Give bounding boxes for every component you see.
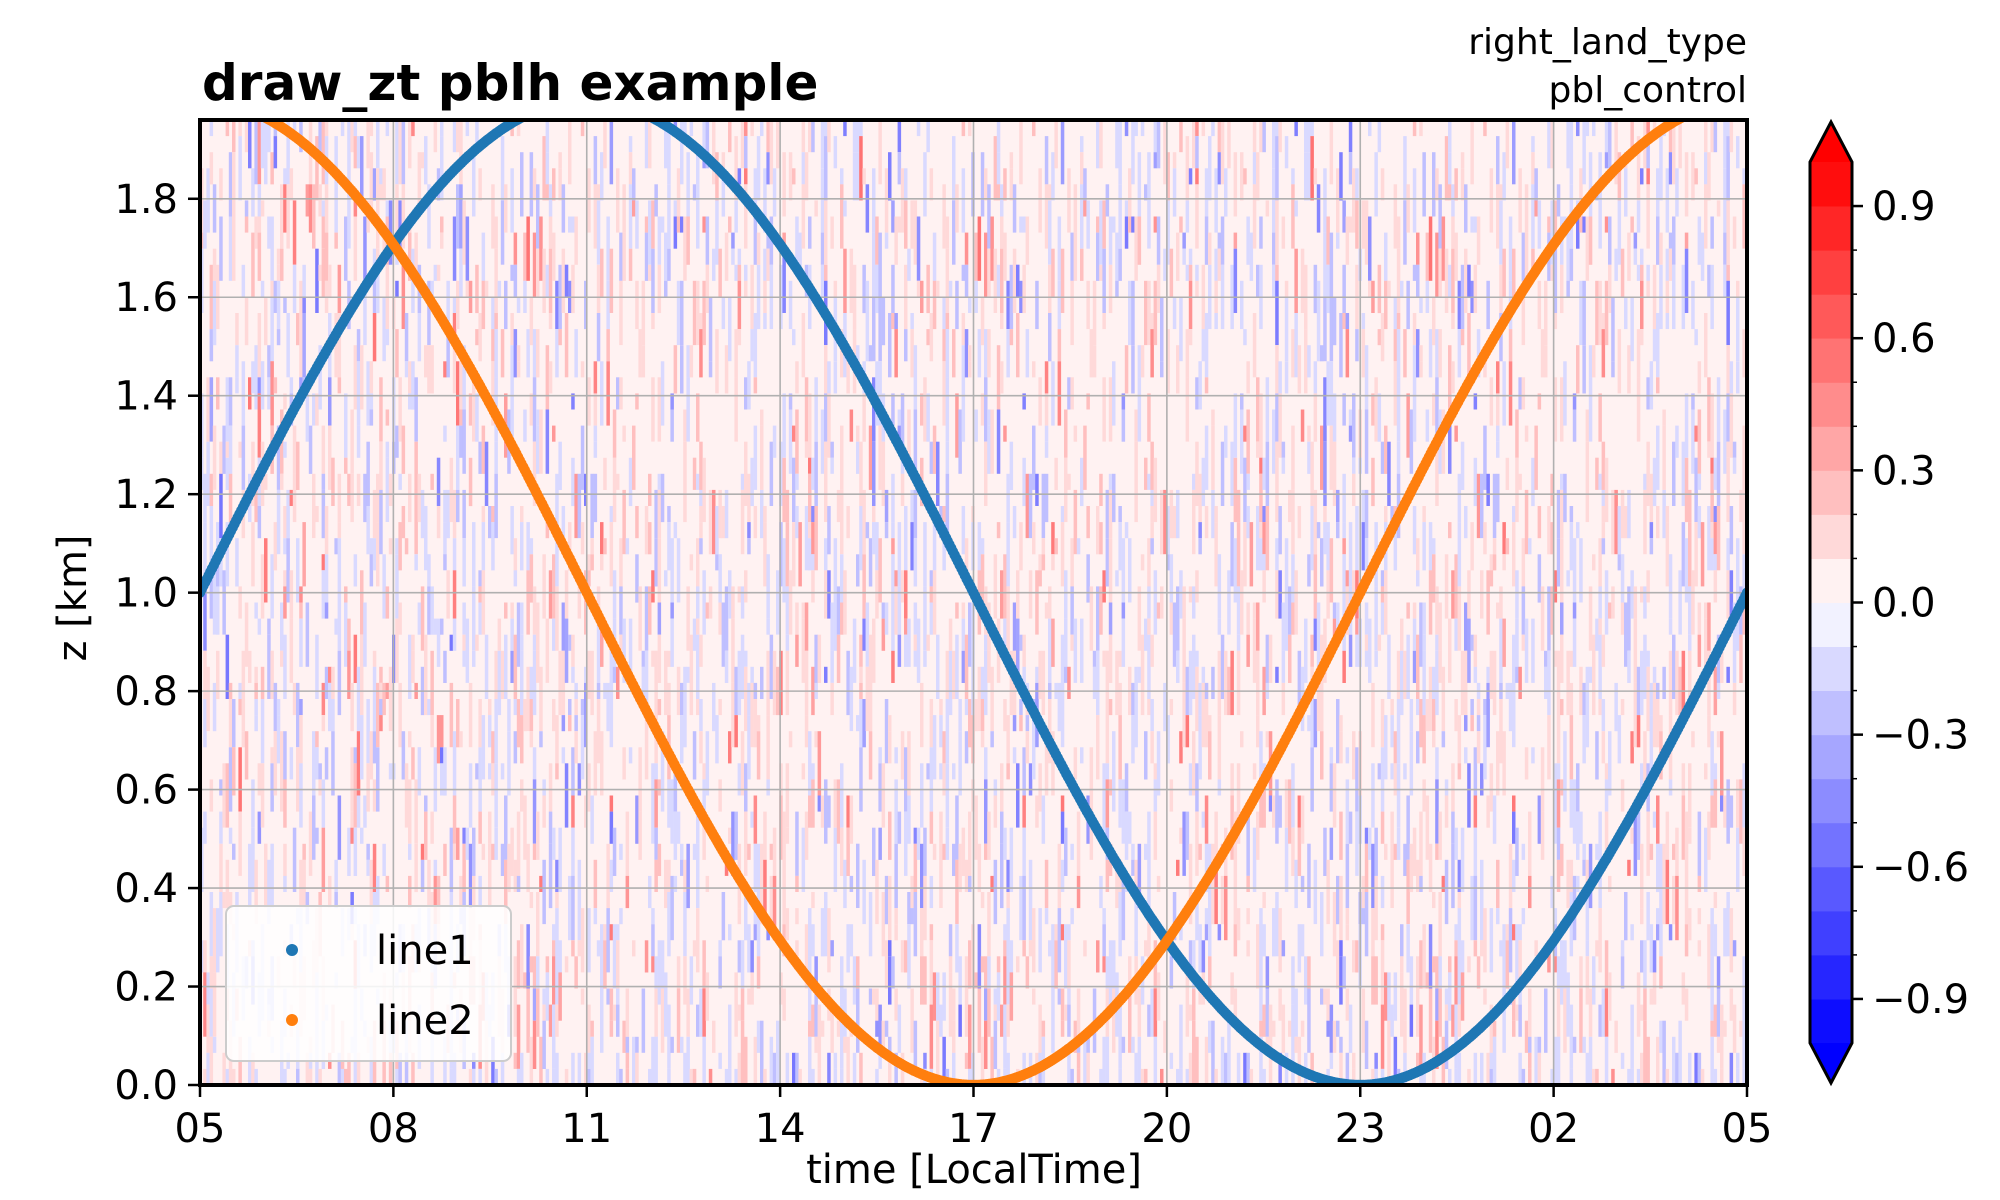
series-line2 [258, 120, 1689, 1085]
colorbar-tick-label: 0.0 [1872, 581, 1936, 627]
colorbar-level [1810, 294, 1852, 339]
colorbar-tick-label: −0.9 [1872, 977, 1969, 1023]
x-axis-ticks: 05 08 11 14 17 20 23 02 05 [175, 1085, 1773, 1152]
y-tick-label: 0.0 [114, 1063, 178, 1109]
x-tick-label: 17 [948, 1106, 999, 1152]
legend-label-line2: line2 [376, 998, 474, 1044]
y-tick-label: 1.6 [114, 275, 178, 321]
legend-marker-line2 [286, 1014, 298, 1026]
y-tick-label: 0.2 [114, 965, 178, 1011]
y-tick-label: 1.8 [114, 177, 178, 223]
colorbar-tick-label: 0.9 [1872, 184, 1936, 230]
y-tick-label: 1.2 [114, 472, 178, 518]
y-tick-label: 0.6 [114, 768, 178, 814]
colorbar-level [1810, 778, 1852, 824]
colorbar-level [1810, 910, 1852, 956]
colorbar-level [1810, 470, 1852, 515]
series-layer [200, 120, 1747, 1085]
colorbar-level [1810, 206, 1852, 251]
colorbar-level [1810, 382, 1852, 427]
x-tick-label: 11 [561, 1106, 612, 1152]
colorbar-extend-min [1810, 1043, 1852, 1083]
colorbar-level [1810, 646, 1852, 691]
colorbar-tick-label: 0.3 [1872, 448, 1936, 494]
y-axis-label: z [km] [50, 534, 96, 661]
colorbar-tick-label: −0.3 [1872, 713, 1969, 759]
colorbar-level [1810, 999, 1852, 1044]
series-line1 [200, 120, 1747, 1085]
colorbar-level [1810, 558, 1852, 603]
colorbar-level [1810, 866, 1852, 912]
right-title-line-1: right_land_type [1468, 22, 1747, 63]
x-tick-label: 05 [1722, 1106, 1773, 1152]
x-tick-label: 20 [1141, 1106, 1192, 1152]
colorbar-level [1810, 822, 1852, 868]
colorbar-outline [1808, 118, 1854, 1087]
colorbar-level [1810, 162, 1852, 207]
legend: line1 line2 [225, 905, 512, 1062]
colorbar-level [1810, 690, 1852, 736]
x-tick-label: 08 [368, 1106, 419, 1152]
chart-title: draw_zt pblh example [202, 54, 818, 112]
y-tick-label: 0.8 [114, 669, 178, 715]
colorbar-level [1810, 426, 1852, 471]
legend-label-line1: line1 [376, 928, 474, 974]
y-axis-ticks: 0.0 0.2 0.4 0.6 0.8 1.0 1.2 1.4 1.6 1.8 [114, 177, 200, 1109]
x-tick-label: 02 [1528, 1106, 1579, 1152]
y-tick-label: 1.4 [114, 374, 178, 420]
colorbar-extend-max [1810, 122, 1852, 162]
colorbar-level [1810, 250, 1852, 295]
colorbar-level [1810, 338, 1852, 383]
colorbar-level [1810, 734, 1852, 780]
right-title-line-2: pbl_control [1549, 70, 1748, 111]
y-tick-label: 1.0 [114, 571, 178, 617]
colorbar-level [1810, 602, 1852, 647]
colorbar-tick-label: −0.6 [1872, 845, 1969, 891]
colorbar-level [1810, 514, 1852, 559]
x-axis-label: time [LocalTime] [806, 1147, 1142, 1193]
colorbar: 0.9 0.6 0.3 0.0 −0.3 −0.6 −0.9 [1808, 118, 1969, 1087]
x-tick-label: 14 [755, 1106, 806, 1152]
x-tick-label: 23 [1335, 1106, 1386, 1152]
colorbar-tick-label: 0.6 [1872, 316, 1936, 362]
x-tick-label: 05 [175, 1106, 226, 1152]
colorbar-level [1810, 954, 1852, 1000]
legend-marker-line1 [286, 944, 298, 956]
y-tick-label: 0.4 [114, 866, 178, 912]
